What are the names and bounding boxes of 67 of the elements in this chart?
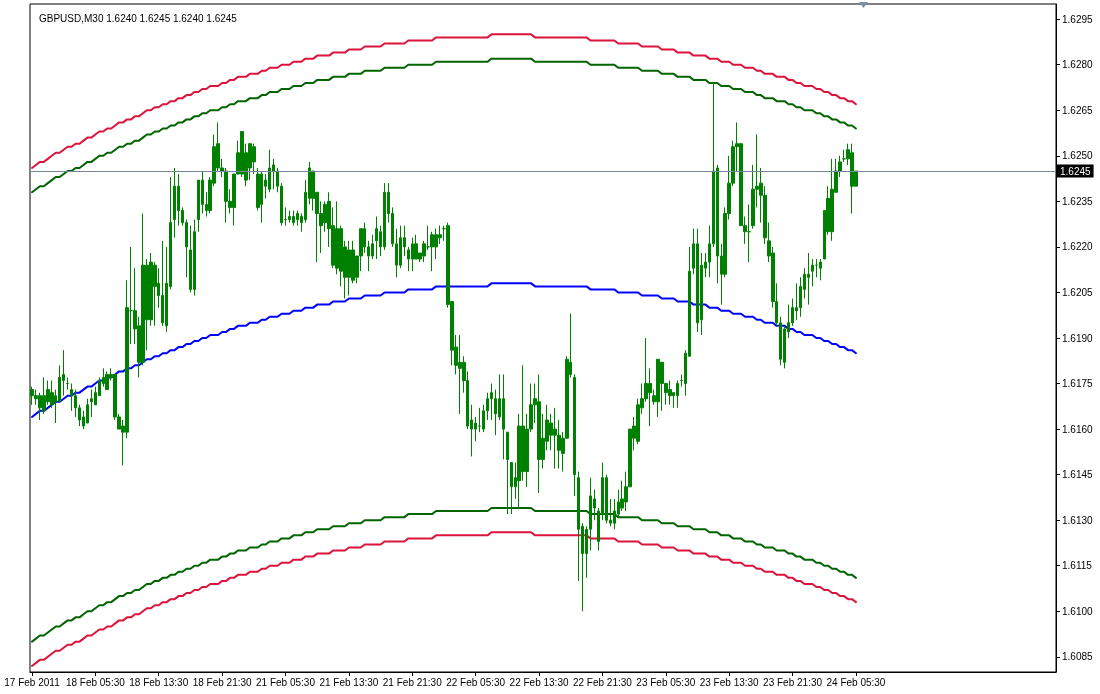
y-tick-label: 1.6085 [1062,651,1094,663]
y-tick-label: 1.6145 [1062,469,1094,481]
candlestick [288,209,291,224]
x-tick-label: 23 Feb 05:30 [636,676,696,688]
candlestick [747,203,751,263]
y-tick-label: 1.6220 [1062,241,1094,253]
y-tick-label: 1.6250 [1062,150,1094,162]
candlestick [347,240,351,296]
candlestick [830,158,834,242]
x-tick-label: 22 Feb 21:30 [572,676,633,688]
candlestick [819,258,822,281]
candlestick [292,209,295,227]
y-tick-label: 1.6160 [1062,423,1094,435]
candlestick [815,258,818,278]
x-tick-label: 22 Feb 13:30 [509,676,569,688]
candlestick [510,461,513,515]
x-tick-label: 23 Feb 21:30 [763,676,823,688]
line-series [30,531,857,667]
candlestick [573,373,576,497]
text: GBPUSD,M30 1.6240 1.6245 1.6240 1.6245 [39,12,238,24]
candlestick [850,143,854,215]
candlestick [506,431,509,515]
y-tick-label: 1.6280 [1062,59,1094,71]
candlestick [90,389,93,418]
x-tick-label: 17 Feb 2011 [4,676,61,688]
line-series [30,33,857,169]
x-tick-label: 23 Feb 13:30 [699,676,760,688]
candlestick [260,170,263,224]
x-tick-label: 21 Feb 21:30 [382,676,443,688]
candlestick [807,252,810,306]
candlestick [696,228,699,333]
x-tick-label: 18 Feb 05:30 [65,676,126,688]
candlestick [478,407,481,433]
y-tick-label: 1.6235 [1062,195,1094,207]
y-tick-label: 1.6265 [1062,104,1094,116]
candlestick [458,334,462,415]
candlestick [30,386,34,406]
x-tick-label: 22 Feb 05:30 [446,676,506,688]
y-tick-label: 1.6190 [1062,332,1094,344]
line-series [30,57,857,194]
candlestick [553,407,557,470]
x-tick-label: 21 Feb 05:30 [256,676,316,688]
candlestick [411,237,414,272]
candlestick [375,216,378,260]
line-series [30,282,857,418]
y-tick-label: 1.6295 [1062,13,1094,25]
candlestick [284,206,287,227]
y-tick-label: 1.6205 [1062,286,1094,298]
x-tick-label: 24 Feb 05:30 [826,676,886,688]
candlestick [656,358,660,418]
candlestick [537,373,541,494]
y-tick-label: 1.6175 [1062,378,1094,390]
candlestick [676,380,679,409]
x-tick-label: 21 Feb 13:30 [319,676,379,688]
candlestick [193,219,196,296]
x-tick-label: 18 Feb 21:30 [192,676,253,688]
candlestick [811,258,814,287]
candlestick [502,373,505,460]
x-tick-label: 18 Feb 13:30 [129,676,189,688]
line-series [30,507,857,643]
y-tick-label: 1.6100 [1062,605,1094,617]
y-tick-label: 1.6115 [1062,560,1093,572]
candlestick [105,370,109,391]
ref-line-label: 1.6245 [1060,165,1092,177]
y-tick-label: 1.6130 [1062,514,1094,526]
candlestick [668,380,672,406]
candlestick [173,167,176,239]
